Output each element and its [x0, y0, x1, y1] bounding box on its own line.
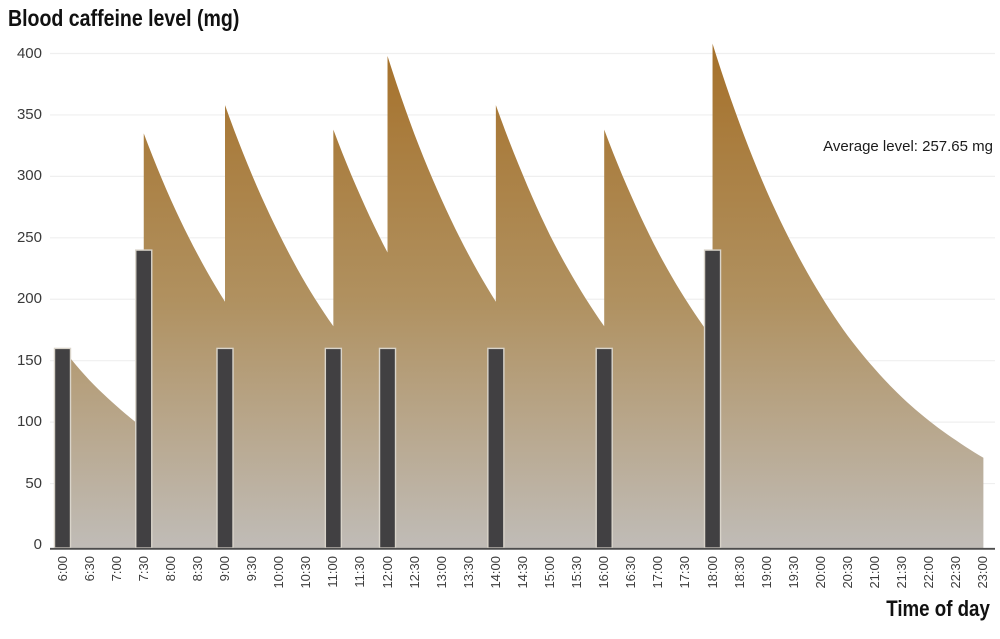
y-tick-label: 0 [33, 536, 42, 553]
x-tick-label: 15:00 [542, 556, 558, 589]
x-tick-label: 17:30 [677, 556, 693, 589]
x-tick-label: 12:30 [406, 556, 422, 589]
x-tick-label: 21:30 [894, 556, 910, 589]
caffeine-intake-bar [703, 249, 722, 549]
y-tick-label: 300 [16, 167, 42, 185]
x-tick-label: 11:00 [325, 556, 341, 588]
x-tick-label: 18:30 [731, 556, 747, 589]
caffeine-intake-bar [487, 347, 505, 549]
x-tick-label: 13:00 [433, 556, 449, 589]
x-tick-label: 23:00 [975, 556, 991, 589]
x-tick-label: 6:00 [54, 556, 70, 582]
y-tick-label: 100 [16, 413, 42, 431]
x-tick-label: 9:30 [244, 556, 260, 582]
caffeine-intake-bar [135, 249, 153, 549]
caffeine-intake-bar [324, 347, 343, 549]
y-tick-label: 400 [16, 44, 42, 62]
y-tick-label: 250 [16, 228, 42, 246]
average-level-annotation: Average level: 257.65 mg [823, 138, 993, 155]
x-tick-label: 11:30 [352, 556, 368, 588]
caffeine-intake-bar [216, 347, 234, 549]
caffeine-intake-bar [53, 347, 72, 549]
caffeine-intake-bar [595, 347, 613, 549]
x-tick-label: 7:00 [108, 556, 124, 582]
x-tick-label: 7:30 [135, 556, 151, 582]
x-tick-label: 22:00 [921, 556, 937, 589]
x-tick-label: 19:00 [758, 556, 774, 589]
x-tick-label: 17:00 [650, 556, 666, 589]
x-tick-label: 10:00 [271, 556, 287, 589]
x-tick-label: 19:30 [785, 556, 801, 589]
x-tick-label: 20:30 [839, 556, 855, 589]
x-tick-label: 9:00 [217, 556, 232, 582]
x-tick-label: 22:30 [948, 556, 964, 589]
x-tick-label: 15:30 [569, 556, 585, 589]
x-tick-label: 10:30 [298, 556, 314, 589]
caffeine-intake-bar [378, 347, 397, 549]
x-tick-label: 12:00 [379, 556, 395, 589]
x-axis-title: Time of day [886, 596, 990, 621]
y-tick-label: 350 [16, 105, 42, 123]
x-tick-label: 13:30 [460, 556, 476, 589]
y-tick-label: 50 [25, 474, 42, 492]
caffeine-level-area [62, 43, 984, 549]
x-tick-label: 14:00 [487, 556, 503, 589]
y-tick-label: 200 [16, 290, 42, 308]
chart-title: Blood caffeine level (mg) [8, 5, 240, 31]
x-tick-label: 8:30 [189, 556, 205, 582]
x-tick-label: 18:00 [704, 556, 720, 589]
x-tick-label: 8:00 [162, 556, 178, 582]
x-tick-label: 21:00 [867, 556, 883, 589]
x-tick-label: 6:30 [81, 556, 97, 582]
y-tick-label: 150 [16, 351, 42, 369]
x-tick-label: 16:30 [623, 556, 639, 589]
x-tick-label: 14:30 [514, 556, 530, 589]
x-tick-label: 16:00 [596, 556, 612, 589]
x-tick-label: 20:00 [812, 556, 828, 589]
